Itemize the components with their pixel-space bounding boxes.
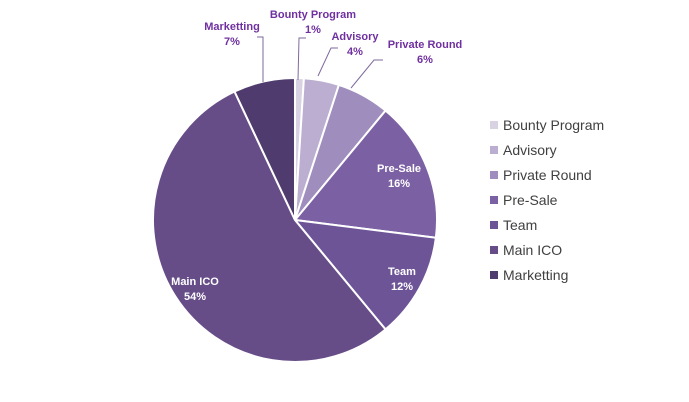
- legend-swatch-bounty-program: [490, 121, 498, 129]
- leader-line-marketting: [257, 36, 264, 82]
- legend-label-marketting: Marketting: [503, 267, 568, 283]
- data-label-name: Pre-Sale: [377, 163, 421, 175]
- data-label-private-round: Private Round 6%: [388, 39, 463, 66]
- legend-swatch-advisory: [490, 146, 498, 154]
- legend-label-main-ico: Main ICO: [503, 242, 562, 258]
- data-label-value: 7%: [224, 36, 240, 48]
- data-label-bounty-program: Bounty Program 1%: [270, 9, 356, 36]
- data-label-name: Team: [388, 266, 416, 278]
- data-label-main-ico: Main ICO 54%: [171, 276, 219, 303]
- legend: Bounty Program Advisory Private Round Pre-S…: [490, 117, 604, 283]
- data-label-marketting: Marketting 7%: [204, 21, 260, 48]
- legend-label-private-round: Private Round: [503, 167, 592, 183]
- legend-label-advisory: Advisory: [503, 142, 557, 158]
- data-label-name: Main ICO: [171, 276, 219, 288]
- pie-slices: [152, 76, 438, 363]
- legend-swatch-team: [490, 221, 498, 229]
- data-label-value: 6%: [417, 54, 433, 66]
- legend-swatch-private-round: [490, 171, 498, 179]
- data-label-name: Bounty Program: [270, 9, 356, 21]
- pie-slice-marketting: [233, 76, 296, 221]
- legend-label-team: Team: [503, 217, 537, 233]
- data-label-value: 54%: [184, 291, 206, 303]
- legend-label-bounty-program: Bounty Program: [503, 117, 604, 133]
- data-label-value: 4%: [347, 46, 363, 58]
- data-label-pre-sale: Pre-Sale 16%: [377, 163, 421, 190]
- data-label-name: Private Round: [388, 39, 463, 51]
- data-label-advisory: Advisory 4%: [331, 31, 379, 58]
- legend-swatch-main-ico: [490, 246, 498, 254]
- data-label-name: Advisory: [331, 31, 379, 43]
- leader-line-private-round: [350, 59, 383, 89]
- pie-slice-main-ico: [152, 90, 387, 363]
- legend-swatch-pre-sale: [490, 196, 498, 204]
- leader-line-advisory: [317, 47, 338, 77]
- legend-label-pre-sale: Pre-Sale: [503, 192, 558, 208]
- data-label-value: 1%: [305, 24, 321, 36]
- legend-swatch-marketting: [490, 271, 498, 279]
- pie-slice-team: [292, 218, 437, 331]
- leader-lines: [257, 36, 383, 89]
- data-label-value: 16%: [388, 178, 410, 190]
- data-label-name: Marketting: [204, 21, 260, 33]
- leader-line-bounty-program: [297, 37, 306, 81]
- data-labels: Bounty Program 1% Advisory 4% Private Round 6…: [171, 9, 462, 303]
- data-label-value: 12%: [391, 281, 413, 293]
- pie-slice-pre-sale: [293, 109, 438, 239]
- data-label-team: Team 12%: [388, 266, 416, 293]
